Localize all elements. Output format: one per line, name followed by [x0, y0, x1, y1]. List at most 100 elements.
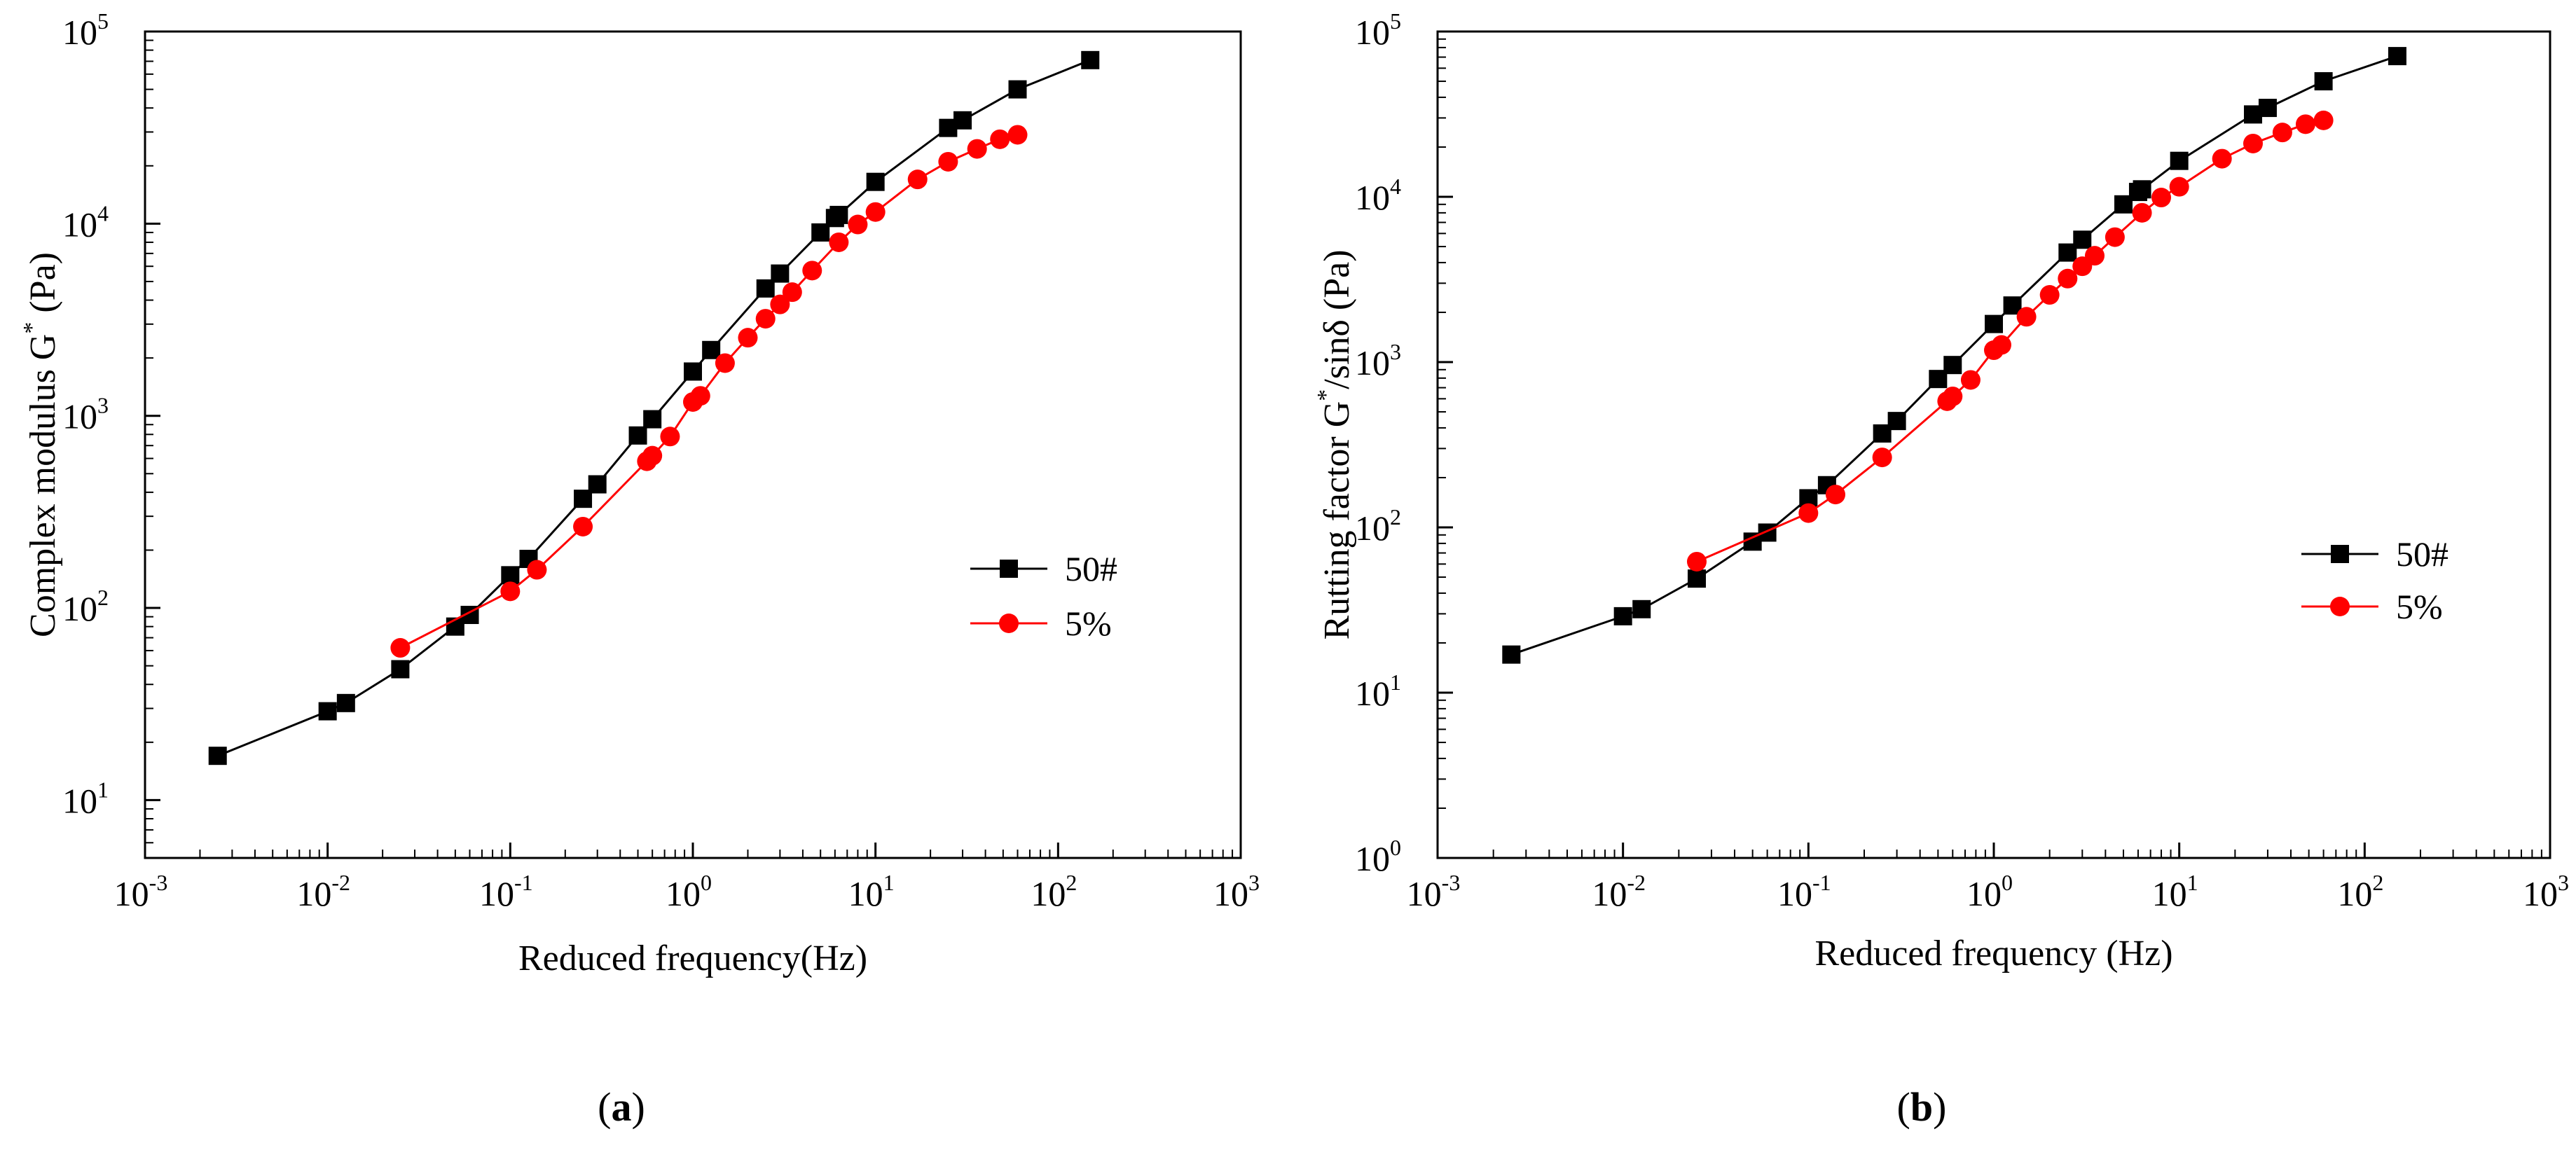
data-point — [2313, 110, 2334, 130]
legend-marker — [999, 614, 1019, 633]
y-tick-label: 105 — [1355, 8, 1401, 52]
data-point — [782, 282, 802, 303]
data-point — [865, 202, 886, 222]
series — [1502, 47, 2406, 664]
y-tick-label: 103 — [62, 393, 109, 436]
data-point — [738, 328, 758, 348]
x-tick-label: 10-3 — [1407, 870, 1461, 913]
data-point — [2016, 307, 2037, 327]
x-tick-label: 10-2 — [296, 870, 350, 913]
y-tick-label: 104 — [62, 200, 109, 244]
plot-frame — [144, 30, 1242, 859]
legend: 50#5% — [970, 549, 1117, 643]
panel-b: Reduced frequency (Hz) Rutting factor G*… — [1313, 8, 2569, 1130]
data-point — [391, 660, 410, 679]
x-tick-label: 10-1 — [479, 870, 533, 913]
data-point — [2258, 99, 2277, 118]
y-tick-label: 103 — [1355, 339, 1401, 382]
data-point — [938, 151, 958, 172]
data-point — [573, 516, 593, 536]
data-point — [771, 264, 790, 283]
data-point — [2132, 202, 2152, 223]
data-point — [1943, 356, 1962, 375]
data-point — [684, 362, 702, 381]
x-tick-label: 100 — [666, 870, 712, 913]
legend-marker — [2330, 597, 2350, 616]
data-point — [2105, 227, 2125, 247]
x-tick-label: 103 — [1213, 870, 1260, 913]
plot-frame — [1436, 30, 2551, 859]
data-point — [829, 232, 849, 252]
x-tick-label: 101 — [2152, 870, 2198, 913]
x-axis-title: Reduced frequency(Hz) — [518, 938, 867, 978]
data-point — [2058, 268, 2078, 289]
data-point — [500, 581, 521, 602]
legend: 50#5% — [2301, 534, 2448, 626]
legend-label: 50# — [1065, 549, 1117, 588]
legend-label: 5% — [1065, 604, 1112, 643]
data-point — [967, 139, 987, 159]
data-point — [643, 410, 662, 429]
series-line — [1510, 55, 2398, 656]
panel-label-a: (a) — [598, 1084, 645, 1130]
data-point — [802, 261, 822, 281]
legend-label: 50# — [2396, 534, 2448, 574]
panel-a: Reduced frequency(Hz) Complex modulus G*… — [19, 8, 1260, 1130]
data-point — [1007, 125, 1028, 145]
data-point — [1686, 551, 1707, 571]
x-tick-label: 101 — [848, 870, 895, 913]
data-point — [1613, 607, 1632, 625]
y-tick-label: 100 — [1355, 835, 1401, 878]
data-point — [2314, 72, 2333, 91]
data-point — [1008, 80, 1027, 99]
data-point — [318, 702, 337, 721]
x-tick-label: 10-1 — [1777, 870, 1831, 913]
data-point — [1081, 50, 1100, 69]
data-point — [588, 475, 607, 494]
data-point — [1943, 386, 1963, 406]
data-point — [715, 353, 735, 373]
data-point — [390, 638, 411, 658]
data-point — [690, 386, 710, 406]
data-point — [702, 340, 721, 359]
data-point — [2272, 123, 2292, 143]
x-tick-label: 10-2 — [1592, 870, 1646, 913]
x-tick-label: 100 — [1967, 870, 2013, 913]
data-point — [1991, 335, 2011, 355]
series-line — [217, 59, 1091, 757]
ticks: 10-3 10-2 10-1 100 101 102 103 101 102 103 104 105 — [62, 8, 1260, 913]
y-tick-label: 101 — [1355, 670, 1401, 713]
data-point — [2084, 246, 2105, 266]
data-point — [1687, 569, 1706, 588]
y-tick-label: 101 — [62, 777, 109, 820]
data-point — [2212, 148, 2232, 169]
y-tick-label: 102 — [62, 585, 109, 628]
data-point — [2151, 188, 2172, 208]
data-point — [866, 172, 885, 191]
data-point — [2169, 176, 2189, 197]
data-point — [2295, 114, 2315, 134]
data-point — [1985, 314, 2003, 333]
y-tick-label: 102 — [1355, 504, 1401, 548]
x-tick-label: 102 — [2337, 870, 2383, 913]
data-point — [953, 111, 972, 130]
data-point — [907, 169, 928, 190]
data-point — [1960, 370, 1981, 390]
data-point — [628, 426, 647, 445]
data-point — [829, 205, 848, 224]
data-point — [208, 747, 227, 765]
y-tick-label: 105 — [62, 8, 109, 52]
data-point — [501, 566, 520, 585]
x-tick-label: 103 — [2523, 870, 2569, 913]
x-axis-title: Reduced frequency (Hz) — [1814, 934, 2172, 974]
data-point — [642, 445, 663, 466]
data-point — [2133, 180, 2151, 199]
data-point — [2073, 230, 2092, 249]
data-point — [770, 294, 790, 314]
data-point — [755, 309, 776, 329]
data-point — [1872, 448, 1892, 468]
legend-marker — [2331, 545, 2349, 563]
y-axis-title: Rutting factor G*/sinδ (Pa) — [1313, 249, 1357, 639]
data-point — [2243, 133, 2263, 153]
